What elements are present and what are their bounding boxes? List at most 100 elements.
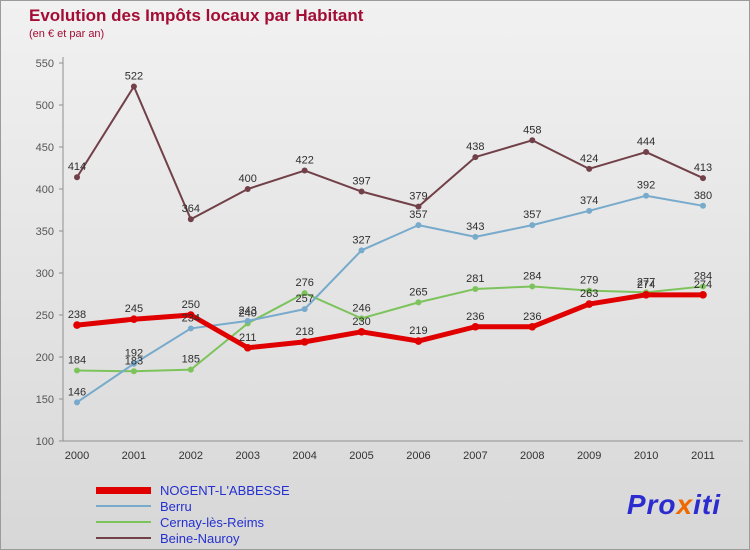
data-point (585, 300, 593, 308)
x-tick-label: 2007 (463, 450, 487, 462)
data-point (301, 290, 308, 297)
data-point (415, 299, 422, 306)
data-label: 374 (580, 195, 598, 207)
data-point (700, 202, 706, 209)
data-label: 284 (523, 270, 541, 282)
data-point (74, 399, 80, 406)
data-point (700, 283, 706, 290)
legend-label: Beine-Nauroy (160, 530, 240, 546)
data-label: 380 (694, 190, 712, 202)
x-tick-label: 2001 (122, 450, 146, 462)
data-label: 522 (125, 71, 143, 83)
data-label: 234 (182, 312, 200, 324)
logo-part-pro: Pro (626, 489, 677, 520)
data-label: 284 (694, 270, 712, 282)
data-label: 211 (239, 332, 257, 344)
y-tick-label: 150 (36, 394, 54, 406)
data-point (300, 338, 309, 346)
legend-label: Berru (160, 498, 192, 514)
data-label: 243 (239, 305, 257, 317)
logo-part-x: x (676, 489, 694, 520)
data-point (358, 315, 365, 322)
data-label: 246 (352, 302, 370, 314)
data-point (586, 287, 593, 294)
chart-title: Evolution des Impôts locaux par Habitant (29, 6, 364, 25)
series-line-nogent-l-abbesse (74, 292, 706, 351)
data-label: 185 (182, 354, 200, 366)
data-label: 238 (68, 309, 86, 321)
data-point (73, 321, 81, 329)
y-tick-label: 100 (36, 436, 54, 448)
y-tick-label: 400 (36, 184, 54, 196)
data-point (301, 167, 308, 174)
x-tick-label: 2011 (691, 450, 715, 462)
data-point (528, 322, 537, 331)
x-tick-label: 2008 (520, 450, 544, 462)
data-point (415, 203, 422, 210)
data-point (244, 186, 251, 192)
data-point (187, 366, 194, 373)
data-label: 276 (295, 277, 313, 289)
x-tick-label: 2005 (349, 450, 373, 462)
logo-part-iti: iti (693, 489, 721, 520)
legend: NOGENT-L'ABBESSE Berru Cernay-lès-Reims … (96, 482, 290, 546)
legend-swatch-cernay (96, 521, 151, 523)
data-label: 327 (352, 234, 370, 246)
legend-label: Cernay-lès-Reims (160, 514, 265, 530)
data-label: 458 (523, 124, 541, 136)
data-label: 357 (523, 209, 541, 221)
data-point (586, 207, 593, 214)
data-point (358, 188, 365, 195)
legend-swatch-beine (96, 537, 151, 539)
data-point (472, 285, 479, 292)
proxiti-logo: Proxiti (627, 489, 721, 521)
data-point (130, 83, 137, 90)
y-tick-label: 500 (36, 100, 54, 112)
data-point (243, 343, 252, 352)
y-tick-label: 450 (36, 142, 54, 154)
legend-item-beine: Beine-Nauroy (96, 530, 290, 546)
data-point (130, 368, 137, 375)
y-tick-label: 350 (36, 226, 54, 238)
data-label: 343 (466, 221, 484, 233)
legend-label: NOGENT-L'ABBESSE (160, 482, 290, 498)
data-label: 397 (352, 176, 370, 188)
data-label: 183 (125, 355, 143, 367)
data-point (130, 315, 138, 324)
data-label: 263 (580, 288, 598, 300)
legend-item-nogent: NOGENT-L'ABBESSE (96, 482, 290, 498)
data-label: 414 (68, 161, 86, 173)
x-tick-label: 2004 (292, 450, 316, 462)
data-label: 444 (637, 136, 655, 148)
data-label: 277 (637, 276, 655, 288)
x-tick-label: 2002 (179, 450, 203, 462)
data-label: 413 (694, 162, 712, 174)
data-label: 184 (68, 354, 86, 366)
data-label: 236 (523, 311, 541, 323)
data-point (700, 175, 706, 182)
data-point (529, 137, 536, 144)
data-point (74, 174, 80, 181)
series-line-cernay-l-s-reims (76, 285, 704, 373)
data-label: 146 (68, 386, 86, 398)
data-point (586, 165, 593, 172)
x-tick-label: 2010 (634, 450, 658, 462)
data-label: 364 (182, 203, 200, 215)
data-point (130, 360, 137, 367)
data-label: 281 (466, 273, 484, 285)
data-label: 219 (409, 325, 427, 337)
y-tick-label: 300 (36, 268, 54, 280)
data-point (301, 306, 308, 313)
data-label: 400 (239, 173, 257, 185)
data-point (472, 154, 479, 161)
data-label: 218 (295, 326, 313, 338)
data-point (187, 325, 194, 332)
data-label: 438 (466, 141, 484, 153)
x-tick-label: 2009 (577, 450, 601, 462)
data-point (357, 328, 366, 336)
y-tick-label: 200 (36, 352, 54, 364)
data-point (529, 283, 536, 290)
data-label: 192 (125, 348, 143, 360)
